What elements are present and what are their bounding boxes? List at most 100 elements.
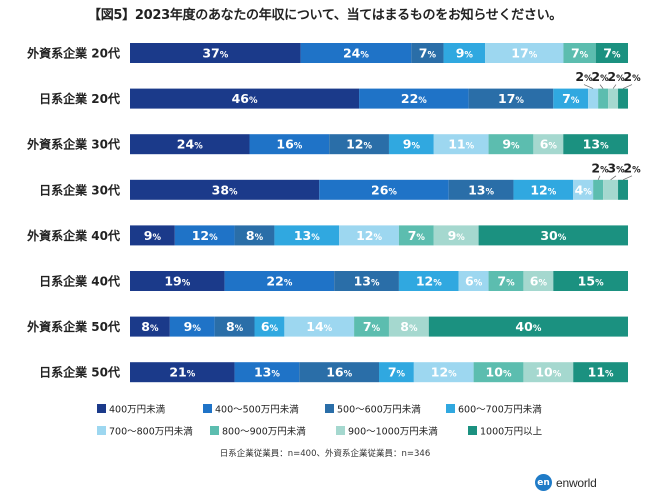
data-label: 9% [456, 46, 474, 61]
data-label: 12% [416, 274, 442, 289]
data-label: 37% [202, 46, 228, 61]
data-label: 16% [276, 137, 302, 152]
data-label: 12% [356, 228, 382, 243]
sample-size-note: 日系企業従業員：n=400、外資系企業従業員：n=346 [219, 449, 431, 459]
bar-segment [169, 316, 215, 337]
leader-line [622, 84, 633, 89]
data-label: 2% [575, 69, 593, 84]
data-label: 2% [607, 69, 625, 84]
bar-segment [359, 88, 469, 109]
data-label: 22% [266, 274, 292, 289]
data-label: 3% [607, 160, 625, 175]
leader-line [610, 175, 617, 181]
bar-segment [443, 43, 486, 63]
bar-segment [598, 88, 609, 109]
legend-swatch [446, 404, 455, 413]
bar-segment [130, 225, 175, 246]
bar-segment [485, 43, 564, 63]
category-label: 日系企業 30代 [39, 182, 120, 197]
data-label: 6% [261, 319, 279, 334]
legend-swatch [336, 426, 345, 435]
bar-segment [130, 271, 225, 291]
data-label: 12% [530, 182, 556, 197]
bar-segment [533, 134, 564, 155]
bar-segment [329, 134, 389, 155]
data-label: 7% [603, 46, 621, 61]
legend-label: 900～1000万円未満 [348, 426, 438, 438]
category-label: 外資系企業 40代 [27, 228, 120, 243]
legend-label: 800～900万円未満 [222, 426, 306, 438]
data-label: 7% [571, 46, 589, 61]
data-label: 13% [354, 274, 380, 289]
bar-segment [234, 225, 275, 246]
bar-segment [413, 362, 474, 383]
leader-line [583, 84, 594, 89]
bar-segment [468, 88, 554, 109]
bar-segment [130, 179, 320, 200]
bar-segment [174, 225, 235, 246]
bar-segment [388, 134, 434, 155]
data-label: 6% [540, 137, 558, 152]
data-label: 17% [511, 46, 537, 61]
bar-segment [553, 88, 589, 109]
data-label: 46% [232, 91, 258, 106]
data-label: 40% [515, 319, 541, 334]
category-label: 外資系企業 30代 [27, 137, 120, 152]
enworld-logo: en enworld [535, 474, 597, 491]
bar-segment [523, 362, 574, 383]
data-label: 15% [578, 274, 604, 289]
data-label: 6% [530, 274, 548, 289]
legend-swatch [97, 426, 106, 435]
data-label: 13% [294, 228, 320, 243]
bar-segment [284, 316, 355, 337]
data-label: 13% [583, 137, 609, 152]
bar-segment [428, 316, 628, 337]
bar-segment [553, 271, 628, 291]
data-label: 9% [502, 137, 520, 152]
category-label: 外資系企業 50代 [27, 319, 120, 334]
bar-segment [433, 134, 489, 155]
bar-segment [339, 225, 399, 246]
data-label: 16% [326, 365, 352, 380]
bar-segment [573, 179, 594, 200]
data-label: 19% [164, 274, 190, 289]
bar-segment [398, 225, 434, 246]
data-label: 21% [169, 365, 195, 380]
bar-segment [618, 88, 628, 109]
data-label: 7% [497, 274, 515, 289]
data-label: 26% [371, 182, 397, 197]
bar-segment [130, 88, 360, 109]
bar-segment [513, 179, 574, 200]
bar-segment [608, 88, 619, 109]
data-label: 22% [401, 91, 427, 106]
legend-label: 400～500万円未満 [215, 404, 299, 416]
leader-line [597, 175, 601, 180]
data-label: 38% [212, 182, 238, 197]
data-label: 8% [141, 319, 159, 334]
data-label: 6% [465, 274, 483, 289]
data-label: 2% [623, 160, 641, 175]
data-label: 13% [254, 365, 280, 380]
data-label: 2% [591, 160, 609, 175]
data-label: 9% [144, 228, 162, 243]
data-label: 9% [403, 137, 421, 152]
legend-swatch [325, 404, 334, 413]
bar-segment [234, 362, 300, 383]
bar-segment [411, 43, 444, 63]
data-label: 8% [226, 319, 244, 334]
data-label: 2% [623, 69, 641, 84]
data-label: 7% [408, 228, 426, 243]
bar-segment [130, 316, 170, 337]
data-label: 4% [575, 182, 593, 197]
legend-label: 700～800万円未満 [109, 426, 193, 438]
legend-swatch [203, 404, 212, 413]
data-label: 7% [388, 365, 406, 380]
bar-segment [130, 362, 235, 383]
data-label: 7% [419, 46, 437, 61]
data-label: 10% [486, 365, 512, 380]
bar-segment [573, 362, 628, 383]
data-label: 2% [591, 69, 609, 84]
legend-label: 400万円未満 [109, 404, 166, 416]
bar-segment [478, 225, 628, 246]
bar-segment [473, 362, 524, 383]
